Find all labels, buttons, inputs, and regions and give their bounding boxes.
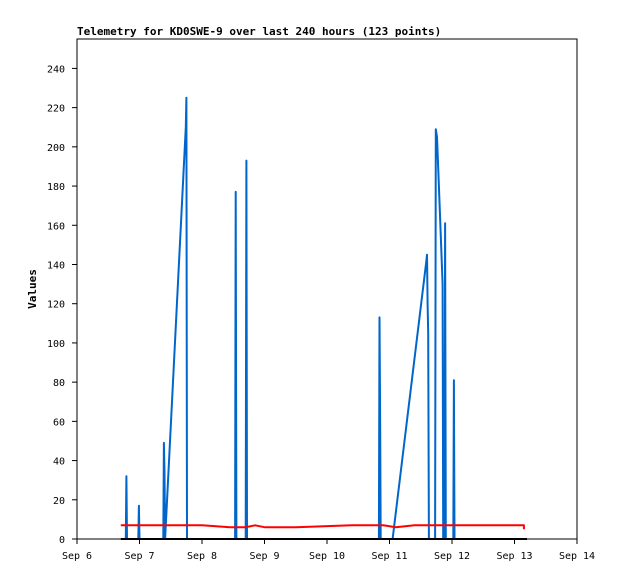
series-layer xyxy=(120,96,527,540)
series-line-1 xyxy=(120,524,525,530)
y-tick-label: 220 xyxy=(47,104,65,115)
x-tick-label: Sep 11 xyxy=(371,551,407,562)
y-tick-label: 40 xyxy=(53,457,65,468)
x-tick-label: Sep 12 xyxy=(434,551,470,562)
x-tick-label: Sep 13 xyxy=(496,551,532,562)
x-tick-label: Sep 8 xyxy=(187,551,217,562)
x-tick-label: Sep 14 xyxy=(559,551,595,562)
y-tick-label: 60 xyxy=(53,417,65,428)
y-tick-label: 80 xyxy=(53,378,65,389)
y-tick-label: 140 xyxy=(47,260,65,271)
y-tick-label: 200 xyxy=(47,143,65,154)
x-axis: Sep 6 Sep 7 Sep 8 Sep 9 Sep 10 Sep 11 Sep 12 Se… xyxy=(62,539,595,562)
y-tick-label: 20 xyxy=(53,496,65,507)
y-tick-label: 120 xyxy=(47,300,65,311)
x-tick-label: Sep 10 xyxy=(309,551,345,562)
y-tick-label: 0 xyxy=(59,535,65,546)
y-axis-label: Values xyxy=(26,269,39,309)
y-tick-label: 160 xyxy=(47,221,65,232)
x-tick-label: Sep 9 xyxy=(249,551,279,562)
series-line-0 xyxy=(124,96,456,540)
y-tick-label: 100 xyxy=(47,339,65,350)
y-axis: 0 20 40 60 80 100 120 140 160 180 200 220 240 xyxy=(47,64,77,546)
y-tick-label: 180 xyxy=(47,182,65,193)
y-tick-label: 240 xyxy=(47,64,65,75)
x-tick-label: Sep 7 xyxy=(124,551,154,562)
chart-title: Telemetry for KD0SWE-9 over last 240 hou… xyxy=(77,25,441,38)
x-tick-label: Sep 6 xyxy=(62,551,92,562)
